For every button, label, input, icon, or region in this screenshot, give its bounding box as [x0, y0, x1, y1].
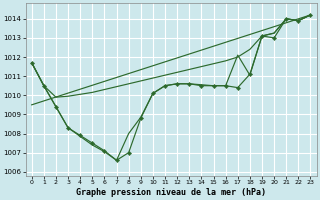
X-axis label: Graphe pression niveau de la mer (hPa): Graphe pression niveau de la mer (hPa): [76, 188, 266, 197]
